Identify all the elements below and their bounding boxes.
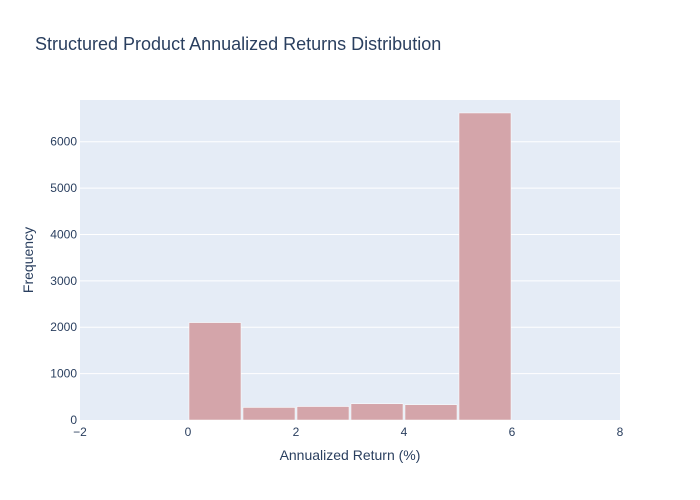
y-axis-ticks: 0 1000 2000 3000 4000 5000 6000: [50, 135, 77, 427]
y-tick-label-6: 6000: [50, 135, 77, 149]
plot-area: [80, 100, 620, 420]
histogram-bar-3: [350, 403, 404, 421]
chart-title: Structured Product Annualized Returns Di…: [35, 34, 441, 54]
y-tick-label-2: 2000: [50, 320, 77, 334]
x-axis-title: Annualized Return (%): [280, 447, 421, 463]
histogram-bar-4: [404, 404, 458, 421]
histogram-bar-0: [188, 322, 242, 421]
y-tick-label-4: 4000: [50, 227, 77, 241]
x-tick-label-4: 6: [509, 425, 516, 439]
histogram-bar-1: [242, 407, 296, 421]
y-tick-label-3: 3000: [50, 274, 77, 288]
histogram-bar-2: [296, 406, 350, 421]
histogram-bars: [188, 112, 512, 421]
x-tick-label-1: 0: [185, 425, 192, 439]
x-axis-ticks: −2 0 2 4 6 8: [73, 425, 624, 439]
y-axis-title: Frequency: [20, 227, 36, 293]
x-tick-label-5: 8: [617, 425, 624, 439]
y-tick-label-0: 0: [70, 413, 77, 427]
gridlines: [80, 141, 620, 375]
histogram-bar-5: [458, 112, 512, 421]
x-tick-label-0: −2: [73, 425, 87, 439]
x-tick-label-2: 2: [293, 425, 300, 439]
x-tick-label-3: 4: [401, 425, 408, 439]
y-tick-label-5: 5000: [50, 181, 77, 195]
y-tick-label-1: 1000: [50, 367, 77, 381]
